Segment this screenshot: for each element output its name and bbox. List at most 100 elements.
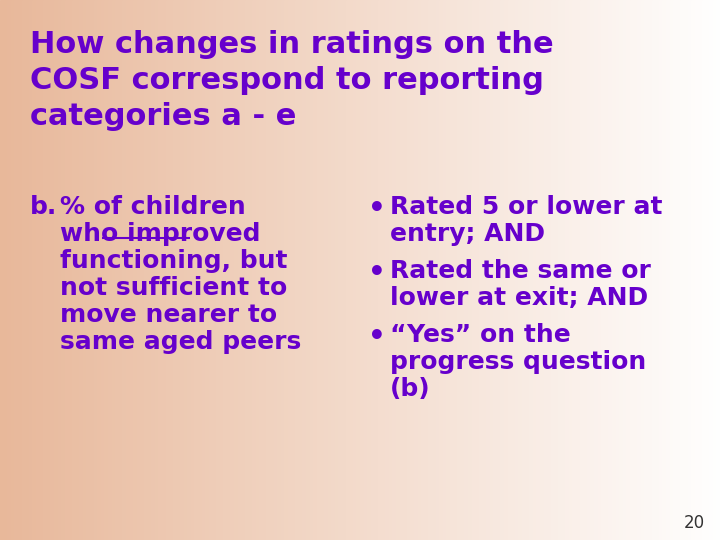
Bar (403, 0, 408, 540)
Bar (576, 0, 580, 540)
Bar (58, 0, 62, 540)
Bar (94, 0, 98, 540)
Bar (220, 0, 224, 540)
Bar (248, 0, 253, 540)
Bar (385, 0, 390, 540)
Bar (263, 0, 267, 540)
Bar (151, 0, 156, 540)
Bar (590, 0, 595, 540)
Bar (83, 0, 87, 540)
Bar (454, 0, 458, 540)
Text: lower at exit; AND: lower at exit; AND (390, 286, 648, 310)
Bar (144, 0, 148, 540)
Bar (529, 0, 534, 540)
Text: same aged peers: same aged peers (60, 330, 301, 354)
Bar (612, 0, 616, 540)
Bar (101, 0, 105, 540)
Bar (382, 0, 386, 540)
Bar (436, 0, 440, 540)
Bar (209, 0, 213, 540)
Bar (76, 0, 80, 540)
Bar (86, 0, 91, 540)
Bar (65, 0, 69, 540)
Text: entry; AND: entry; AND (390, 222, 545, 246)
Bar (299, 0, 303, 540)
Bar (306, 0, 310, 540)
Bar (493, 0, 498, 540)
Bar (410, 0, 415, 540)
Bar (270, 0, 274, 540)
Text: 20: 20 (684, 514, 705, 532)
Bar (594, 0, 598, 540)
Bar (666, 0, 670, 540)
Bar (428, 0, 433, 540)
Bar (194, 0, 199, 540)
Bar (619, 0, 624, 540)
Bar (259, 0, 264, 540)
Bar (684, 0, 688, 540)
Bar (277, 0, 282, 540)
Bar (580, 0, 584, 540)
Text: “Yes” on the: “Yes” on the (390, 323, 571, 347)
Bar (677, 0, 681, 540)
Bar (630, 0, 634, 540)
Bar (709, 0, 714, 540)
Bar (25, 0, 30, 540)
Bar (205, 0, 210, 540)
Bar (526, 0, 530, 540)
Bar (155, 0, 159, 540)
Bar (587, 0, 591, 540)
Bar (158, 0, 163, 540)
Bar (450, 0, 454, 540)
Bar (356, 0, 361, 540)
Bar (482, 0, 487, 540)
Bar (184, 0, 188, 540)
Bar (554, 0, 559, 540)
Bar (457, 0, 462, 540)
Text: •: • (368, 259, 386, 287)
Bar (313, 0, 318, 540)
Bar (418, 0, 422, 540)
Bar (7, 0, 12, 540)
Bar (18, 0, 22, 540)
Bar (22, 0, 26, 540)
Bar (234, 0, 238, 540)
Bar (392, 0, 397, 540)
Bar (389, 0, 393, 540)
Bar (706, 0, 710, 540)
Bar (702, 0, 706, 540)
Bar (641, 0, 645, 540)
Bar (608, 0, 613, 540)
Bar (32, 0, 37, 540)
Bar (68, 0, 73, 540)
Bar (695, 0, 699, 540)
Bar (479, 0, 483, 540)
Bar (331, 0, 336, 540)
Bar (126, 0, 130, 540)
Text: who improved: who improved (60, 222, 261, 246)
Bar (90, 0, 94, 540)
Bar (166, 0, 170, 540)
Bar (605, 0, 609, 540)
Bar (565, 0, 570, 540)
Bar (324, 0, 328, 540)
Bar (317, 0, 321, 540)
Bar (425, 0, 429, 540)
Bar (623, 0, 627, 540)
Bar (353, 0, 357, 540)
Bar (421, 0, 426, 540)
Bar (601, 0, 606, 540)
Bar (252, 0, 256, 540)
Bar (518, 0, 523, 540)
Bar (43, 0, 48, 540)
Bar (673, 0, 678, 540)
Bar (29, 0, 33, 540)
Bar (547, 0, 552, 540)
Bar (443, 0, 447, 540)
Bar (223, 0, 228, 540)
Bar (140, 0, 145, 540)
Bar (515, 0, 519, 540)
Bar (558, 0, 562, 540)
Bar (11, 0, 15, 540)
Bar (652, 0, 656, 540)
